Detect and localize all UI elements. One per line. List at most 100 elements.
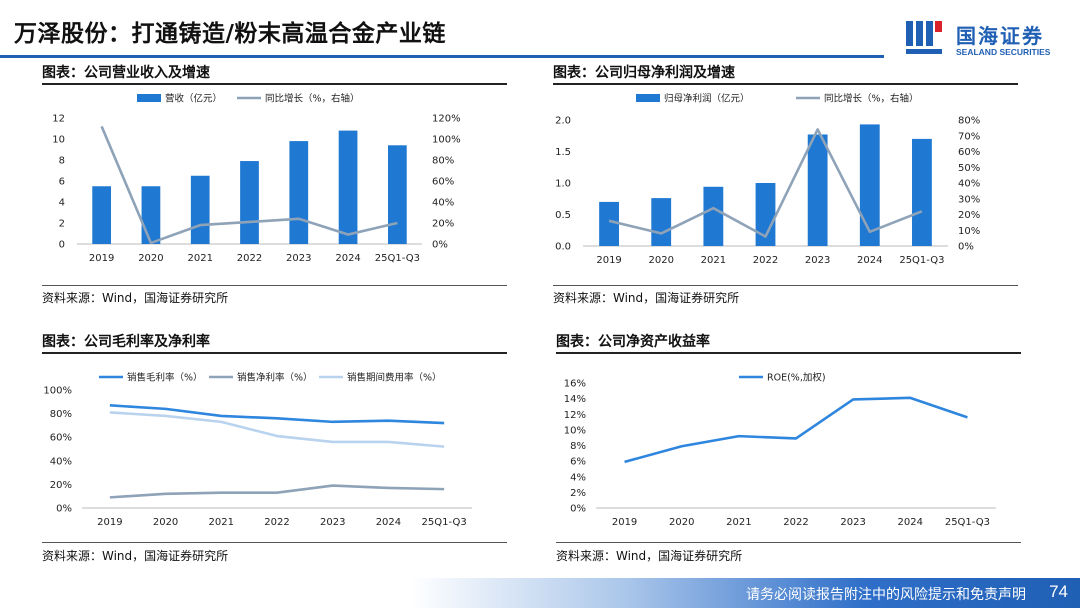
panel-heading: 图表：公司净资产收益率	[556, 334, 710, 350]
y-right-tick-label: 20%	[432, 219, 454, 230]
x-tick-label: 25Q1-Q3	[945, 517, 990, 528]
x-tick-label: 2019	[89, 253, 114, 264]
y-right-tick-label: 80%	[958, 116, 980, 127]
legend-bar-swatch	[137, 94, 161, 102]
source-rule	[42, 285, 507, 286]
legend-label: 销售期间费用率（%）	[347, 372, 442, 384]
title-rule	[0, 55, 884, 58]
series-line	[109, 484, 445, 499]
source-rule	[553, 285, 1018, 286]
y-left-tick-label: 4	[59, 198, 65, 209]
y-left-tick-label: 2.0	[555, 116, 571, 127]
legend-label: 同比增长（%，右轴）	[265, 93, 360, 105]
y-tick-label: 8%	[570, 441, 586, 452]
x-tick-label: 2024	[335, 253, 360, 264]
y-tick-label: 0%	[56, 504, 72, 515]
panel-heading: 图表：公司归母净利润及增速	[553, 65, 735, 81]
bar	[912, 138, 932, 246]
y-tick-label: 12%	[564, 410, 586, 421]
x-tick-label: 25Q1-Q3	[375, 253, 420, 264]
x-tick-label: 2021	[726, 517, 751, 528]
legend-label: 销售净利率（%）	[237, 372, 313, 384]
bar	[703, 186, 724, 246]
x-tick-label: 2021	[187, 253, 212, 264]
panel-heading: 图表：公司毛利率及净利率	[42, 334, 210, 350]
x-tick-label: 2022	[753, 255, 778, 266]
y-left-tick-label: 8	[59, 156, 65, 167]
x-tick-label: 2023	[320, 517, 345, 528]
roe-panel: 图表：公司净资产收益率 0% 2% 4% 6% 8% 10% 12% 14% 16% 2019 20…	[556, 331, 1021, 571]
bar	[141, 186, 161, 244]
bar	[651, 198, 672, 246]
y-left-tick-label: 12	[52, 114, 65, 125]
x-tick-label: 2019	[612, 517, 637, 528]
series-line	[109, 411, 445, 448]
y-tick-label: 16%	[564, 379, 586, 390]
bar	[387, 145, 407, 244]
margin-panel: 图表：公司毛利率及净利率 0% 20% 40% 60% 80% 100% 2019 2020 2…	[42, 331, 507, 571]
slide-title: 万泽股份：打通铸造/粉末高温合金产业链	[14, 21, 446, 47]
legend-label: 营收（亿元）	[165, 93, 222, 105]
bar	[240, 161, 259, 244]
x-tick-label: 2024	[376, 517, 401, 528]
y-right-tick-label: 70%	[958, 131, 980, 142]
y-tick-label: 10%	[564, 425, 586, 436]
heading-rule	[553, 83, 1018, 85]
x-tick-label: 2023	[286, 253, 311, 264]
x-tick-label: 2020	[669, 517, 694, 528]
x-tick-label: 2020	[648, 255, 673, 266]
source-rule	[556, 542, 1021, 543]
x-tick-label: 2023	[805, 255, 830, 266]
x-tick-label: 2019	[97, 517, 122, 528]
disclaimer[interactable]: 请务必阅读报告附注中的风险提示和免责声明	[746, 587, 1026, 603]
bar	[338, 130, 358, 244]
bar	[859, 124, 880, 246]
y-left-tick-label: 6	[59, 177, 65, 188]
y-tick-label: 60%	[50, 433, 72, 444]
y-right-tick-label: 30%	[958, 194, 980, 205]
y-left-tick-label: 0	[59, 240, 65, 251]
x-tick-label: 2022	[783, 517, 808, 528]
y-tick-label: 6%	[570, 457, 586, 468]
y-right-tick-label: 10%	[958, 226, 980, 237]
logo-name: 国海证券	[956, 24, 1044, 48]
bar	[92, 186, 112, 244]
heading-rule	[42, 83, 507, 85]
heading-rule	[42, 352, 507, 354]
y-left-tick-label: 2	[59, 219, 65, 230]
sealand-logo-icon	[906, 21, 942, 54]
growth-line	[608, 128, 923, 238]
y-right-tick-label: 20%	[958, 210, 980, 221]
x-tick-label: 25Q1-Q3	[899, 255, 944, 266]
y-left-tick-label: 0.0	[555, 242, 571, 253]
y-right-tick-label: 80%	[432, 156, 454, 167]
profit-panel: 图表：公司归母净利润及增速 0.0 0.5 1.0 1.5 2.0 0% 10% 20% 30%…	[553, 62, 1018, 310]
bar	[807, 134, 828, 246]
source-note: 资料来源：Wind，国海证券研究所	[42, 549, 229, 563]
y-right-tick-label: 100%	[432, 135, 461, 146]
series-line	[624, 396, 968, 464]
y-right-tick-label: 60%	[432, 177, 454, 188]
legend-label: 销售毛利率（%）	[127, 372, 203, 384]
bar	[190, 175, 210, 244]
y-left-tick-label: 1.5	[555, 147, 571, 158]
y-right-tick-label: 50%	[958, 163, 980, 174]
y-tick-label: 14%	[564, 394, 586, 405]
legend-label: 归母净利润（亿元）	[664, 93, 750, 105]
logo: 国海证券 SEALAND SECURITIES	[904, 16, 1072, 60]
heading-rule	[556, 352, 1021, 354]
revenue-panel: 图表：公司营业收入及增速 0 2 4 6 8 10 12 0% 20% 40% 60% 80% 100%…	[42, 62, 507, 310]
x-tick-label: 2022	[237, 253, 262, 264]
bar	[599, 201, 619, 246]
y-left-tick-label: 1.0	[555, 179, 571, 190]
bar	[289, 141, 309, 244]
growth-line	[100, 125, 398, 245]
legend-label: ROE(%,加权)	[767, 372, 826, 384]
y-right-tick-label: 0%	[958, 242, 974, 253]
source-note: 资料来源：Wind，国海证券研究所	[556, 549, 743, 563]
x-tick-label: 2022	[264, 517, 289, 528]
source-note: 资料来源：Wind，国海证券研究所	[42, 291, 229, 305]
x-tick-label: 2020	[138, 253, 163, 264]
x-tick-label: 25Q1-Q3	[422, 517, 467, 528]
